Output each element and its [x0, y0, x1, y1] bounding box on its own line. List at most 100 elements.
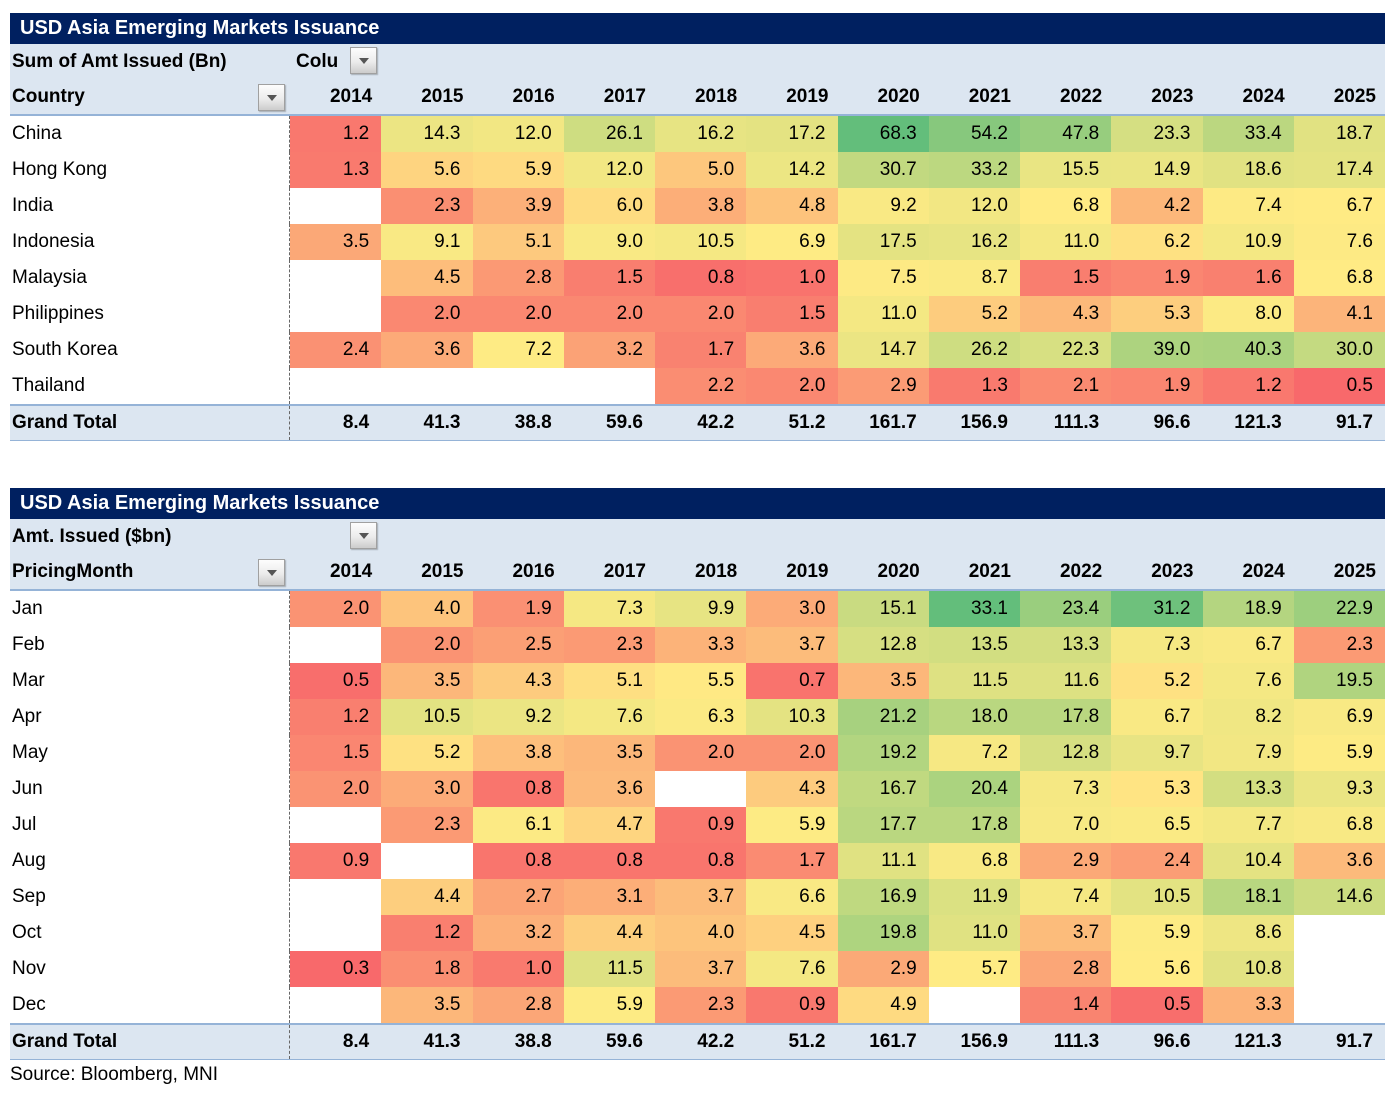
value-cell: 6.8: [928, 843, 1020, 879]
value-cell: 14.7: [837, 332, 929, 368]
value-cell: 3.7: [746, 627, 838, 663]
value-cell: 5.1: [563, 663, 655, 699]
value-cell: 17.4: [1293, 152, 1385, 188]
value-cell: 5.9: [1111, 915, 1203, 951]
grand-total-cell: 51.2: [788, 1031, 826, 1052]
grand-total-cell: 59.6: [606, 412, 643, 433]
columns-filter-dropdown[interactable]: [350, 47, 377, 74]
year-header: 2020: [877, 561, 920, 582]
table2-year-headers: 2014 2015 2016 2017 2018 2019 2020 2021 2022 2023…: [290, 554, 1385, 589]
value-cell: 5.6: [381, 152, 473, 188]
value-cell: [290, 296, 382, 332]
grand-total-cell: 156.9: [960, 1031, 1008, 1052]
value-cell: 6.9: [746, 224, 838, 260]
value-cell: 7.6: [1202, 663, 1294, 699]
row-label: Dec: [10, 987, 290, 1023]
value-cell: 10.9: [1202, 224, 1294, 260]
value-cell: 7.2: [928, 735, 1020, 771]
value-cell: 2.0: [655, 296, 747, 332]
value-cell: 1.9: [472, 591, 564, 627]
value-cell: [563, 368, 655, 404]
value-cell: [290, 879, 382, 915]
year-header: 2017: [603, 561, 646, 582]
value-cell: 6.7: [1111, 699, 1203, 735]
year-header: 2021: [968, 561, 1011, 582]
table1-row-header: Country: [12, 86, 85, 107]
grand-total-cell: 91.7: [1336, 412, 1373, 433]
grand-total-cell: 161.7: [869, 1031, 917, 1052]
value-cell: 6.7: [1202, 627, 1294, 663]
grand-total-cell: 8.4: [342, 412, 370, 433]
row-label: Indonesia: [10, 224, 290, 260]
table-row: Oct 1.2 3.2 4.4 4.0 4.5 19.8 11.0 3.7 5.9 8.6: [10, 915, 1385, 951]
table1-field-row: Sum of Amt Issued (Bn) Colu: [10, 44, 1385, 79]
value-cell: 3.3: [1202, 987, 1294, 1023]
table-row: South Korea 2.4 3.6 7.2 3.2 1.7 3.6 14.7 26.2 22.…: [10, 332, 1385, 368]
row-label: Apr: [10, 699, 290, 735]
value-cell: 9.2: [837, 188, 929, 224]
row-label: Thailand: [10, 368, 290, 404]
value-cell: 11.5: [563, 951, 655, 987]
value-cell: 1.9: [1111, 368, 1203, 404]
value-cell: 11.6: [1020, 663, 1112, 699]
value-cell: 19.2: [837, 735, 929, 771]
year-header: 2022: [1059, 86, 1103, 107]
value-cell: 14.6: [1293, 879, 1385, 915]
value-cell: 10.5: [381, 699, 473, 735]
value-cell: 11.5: [928, 663, 1020, 699]
value-cell: 6.8: [1293, 260, 1385, 296]
year-header: 2024: [1242, 561, 1285, 582]
grand-total-cell: 121.3: [1234, 1031, 1282, 1052]
value-cell: 0.8: [472, 843, 564, 879]
table2-grand-total-row: Grand Total 8.4 41.3 38.8 59.6 42.2 51.2 161.7 1…: [10, 1023, 1385, 1060]
value-cell: 2.4: [290, 332, 382, 368]
value-cell: 2.0: [290, 591, 382, 627]
row-label: Jun: [10, 771, 290, 807]
value-cell: 5.2: [1111, 663, 1203, 699]
value-cell: 3.7: [655, 879, 747, 915]
value-cell: 30.0: [1293, 332, 1385, 368]
row-label: Jan: [10, 591, 290, 627]
value-cell: 17.8: [1020, 699, 1112, 735]
value-cell: 5.2: [928, 296, 1020, 332]
value-cell: 7.4: [1202, 188, 1294, 224]
year-header: 2024: [1242, 86, 1285, 107]
country-filter-dropdown[interactable]: [258, 84, 285, 111]
value-cell: 1.3: [928, 368, 1020, 404]
value-cell: 5.7: [928, 951, 1020, 987]
value-cell: 7.9: [1202, 735, 1294, 771]
pivot-table-country: USD Asia Emerging Markets Issuance Sum o…: [10, 13, 1385, 441]
value-cell: 9.7: [1111, 735, 1203, 771]
value-cell: 6.6: [746, 879, 838, 915]
table1-body: China 1.2 14.3 12.0 26.1 16.2 17.2 68.3 54.2 47.8…: [10, 116, 1385, 404]
row-label: Mar: [10, 663, 290, 699]
value-cell: 2.9: [837, 951, 929, 987]
table-row: Jun 2.0 3.0 0.8 3.6 4.3 16.7 20.4 7.3 5.3 13.3 9.3: [10, 771, 1385, 807]
grand-total-cell: 41.3: [423, 1031, 461, 1052]
table-row: Aug 0.9 0.8 0.8 0.8 1.7 11.1 6.8 2.9 2.4 10.4 3.6: [10, 843, 1385, 879]
year-header: 2015: [421, 561, 464, 582]
grand-total-cell: 42.2: [697, 1031, 735, 1052]
value-cell: 5.9: [472, 152, 564, 188]
year-header: 2018: [694, 86, 738, 107]
value-cell: 1.0: [746, 260, 838, 296]
value-cell: 5.6: [1111, 951, 1203, 987]
value-cell: 6.5: [1111, 807, 1203, 843]
value-cell: 2.2: [655, 368, 747, 404]
table-row: Mar 0.5 3.5 4.3 5.1 5.5 0.7 3.5 11.5 11.6 5.2 7.6 19…: [10, 663, 1385, 699]
value-cell: 3.6: [563, 771, 655, 807]
value-cell: 7.5: [837, 260, 929, 296]
value-cell: 40.3: [1202, 332, 1294, 368]
value-cell: [928, 987, 1020, 1023]
value-cell: 4.4: [563, 915, 655, 951]
year-header: 2016: [512, 86, 555, 107]
pricingmonth-filter-dropdown[interactable]: [258, 559, 285, 586]
grand-total-label: Grand Total: [10, 1025, 290, 1059]
grand-total-cell: 38.8: [514, 1031, 552, 1052]
value-cell: 4.3: [746, 771, 838, 807]
table2-title: USD Asia Emerging Markets Issuance: [10, 488, 1385, 519]
columns-filter-dropdown[interactable]: [350, 522, 377, 549]
value-cell: 14.3: [381, 116, 473, 152]
value-cell: 3.5: [837, 663, 929, 699]
value-cell: 5.1: [472, 224, 564, 260]
